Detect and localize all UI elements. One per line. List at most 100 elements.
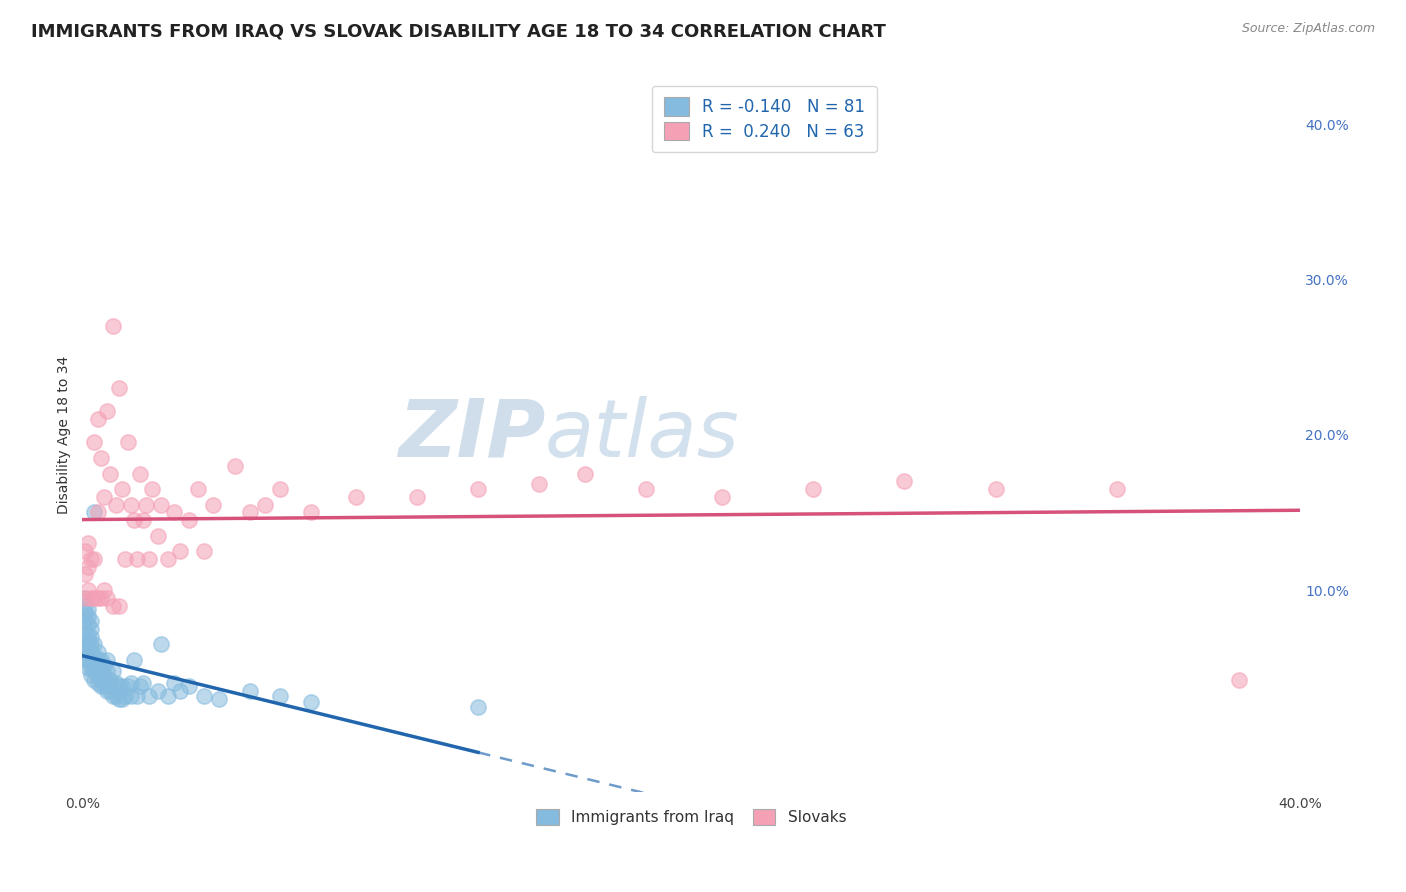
Point xyxy=(710,490,733,504)
Point xyxy=(98,684,121,698)
Point xyxy=(177,679,200,693)
Point xyxy=(86,653,108,667)
Point xyxy=(111,691,134,706)
Point xyxy=(90,450,112,465)
Point xyxy=(86,505,108,519)
Point xyxy=(101,599,124,613)
Point xyxy=(208,691,231,706)
Point xyxy=(75,544,97,558)
Point xyxy=(93,679,115,693)
Point xyxy=(239,684,262,698)
Point xyxy=(77,617,100,632)
Point xyxy=(83,591,105,605)
Point xyxy=(77,536,100,550)
Point xyxy=(169,544,191,558)
Point xyxy=(83,673,105,687)
Point xyxy=(80,591,103,605)
Point xyxy=(299,695,322,709)
Point xyxy=(169,684,191,698)
Point xyxy=(96,404,118,418)
Point xyxy=(80,661,103,675)
Point xyxy=(122,513,145,527)
Point xyxy=(77,559,100,574)
Point xyxy=(83,552,105,566)
Point xyxy=(104,676,127,690)
Point xyxy=(75,567,97,582)
Point xyxy=(77,661,100,675)
Point xyxy=(77,637,100,651)
Point xyxy=(114,689,136,703)
Text: atlas: atlas xyxy=(546,396,740,474)
Point xyxy=(299,505,322,519)
Text: Source: ZipAtlas.com: Source: ZipAtlas.com xyxy=(1241,22,1375,36)
Point xyxy=(93,657,115,672)
Point xyxy=(93,668,115,682)
Point xyxy=(73,645,96,659)
Point xyxy=(83,637,105,651)
Point xyxy=(96,664,118,678)
Point xyxy=(101,318,124,333)
Point xyxy=(75,642,97,657)
Point xyxy=(1107,482,1129,496)
Point xyxy=(96,676,118,690)
Point xyxy=(101,664,124,678)
Point xyxy=(98,673,121,687)
Point xyxy=(80,637,103,651)
Point xyxy=(80,630,103,644)
Point xyxy=(148,529,170,543)
Point xyxy=(114,552,136,566)
Point xyxy=(90,673,112,687)
Point xyxy=(83,435,105,450)
Point xyxy=(344,490,367,504)
Point xyxy=(120,689,142,703)
Point xyxy=(104,498,127,512)
Point xyxy=(86,661,108,675)
Point xyxy=(86,645,108,659)
Point xyxy=(148,684,170,698)
Point xyxy=(80,614,103,628)
Point xyxy=(75,607,97,621)
Point xyxy=(75,599,97,613)
Point xyxy=(162,505,184,519)
Point xyxy=(77,582,100,597)
Legend: Immigrants from Iraq, Slovaks: Immigrants from Iraq, Slovaks xyxy=(527,799,855,834)
Point xyxy=(150,498,173,512)
Point xyxy=(122,653,145,667)
Point xyxy=(75,622,97,636)
Point xyxy=(177,513,200,527)
Point xyxy=(90,679,112,693)
Point xyxy=(193,689,215,703)
Point xyxy=(202,498,225,512)
Point xyxy=(150,637,173,651)
Point xyxy=(86,676,108,690)
Point xyxy=(77,632,100,647)
Point xyxy=(77,642,100,657)
Point xyxy=(80,622,103,636)
Point xyxy=(156,552,179,566)
Point xyxy=(108,381,131,395)
Text: ZIP: ZIP xyxy=(398,396,546,474)
Point xyxy=(224,458,246,473)
Point xyxy=(467,699,489,714)
Point xyxy=(80,668,103,682)
Point xyxy=(406,490,429,504)
Point xyxy=(269,482,291,496)
Point xyxy=(127,552,149,566)
Point xyxy=(187,482,209,496)
Point xyxy=(117,679,139,693)
Point xyxy=(86,668,108,682)
Point xyxy=(101,679,124,693)
Point xyxy=(93,582,115,597)
Point xyxy=(75,653,97,667)
Point xyxy=(129,467,152,481)
Point xyxy=(467,482,489,496)
Point xyxy=(98,467,121,481)
Point xyxy=(132,676,155,690)
Point xyxy=(108,679,131,693)
Point xyxy=(132,513,155,527)
Point xyxy=(77,601,100,615)
Point xyxy=(893,475,915,489)
Point xyxy=(127,689,149,703)
Point xyxy=(80,653,103,667)
Point xyxy=(75,632,97,647)
